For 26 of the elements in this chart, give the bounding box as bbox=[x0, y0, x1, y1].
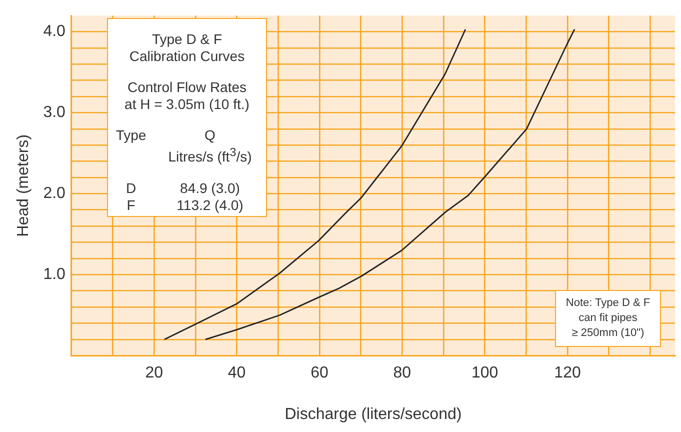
x-tick-label: 120 bbox=[554, 364, 581, 382]
annotation: F bbox=[126, 196, 136, 214]
annotation: 113.2 (4.0) bbox=[176, 196, 244, 214]
y-tick-label: 1.0 bbox=[43, 266, 66, 284]
x-axis-title: Discharge (liters/second) bbox=[284, 406, 462, 423]
annotation: Q bbox=[204, 127, 216, 144]
annotation: Type bbox=[114, 127, 148, 144]
y-tick-label: 2.0 bbox=[43, 185, 66, 202]
annotation: at H = 3.05m (10 ft.) bbox=[124, 96, 250, 113]
annotation: D bbox=[124, 180, 138, 197]
x-tick-label: 40 bbox=[228, 364, 246, 382]
annotation: Calibration Curves bbox=[128, 48, 246, 65]
annotation: Control Flow Rates bbox=[126, 79, 248, 96]
annotation: Litres/s (ft$^{3}$/s) bbox=[167, 145, 253, 166]
y-tick-label: 3.0 bbox=[43, 104, 66, 122]
annotation: Type D & F bbox=[150, 31, 224, 48]
annotation: can fit pipes bbox=[578, 311, 638, 326]
y-axis-title: Head (meters) bbox=[15, 134, 32, 237]
x-tick-label: 20 bbox=[145, 364, 164, 382]
y-tick-label: 4.0 bbox=[43, 23, 66, 40]
annotation: ≥ 250mm (10") bbox=[570, 326, 646, 341]
annotation: 84.9 (3.0) bbox=[179, 180, 241, 197]
annotation: Note: Type D & F bbox=[564, 296, 652, 311]
x-tick-label: 60 bbox=[310, 364, 328, 382]
x-tick-label: 100 bbox=[471, 364, 498, 382]
x-tick-label: 80 bbox=[393, 364, 412, 382]
